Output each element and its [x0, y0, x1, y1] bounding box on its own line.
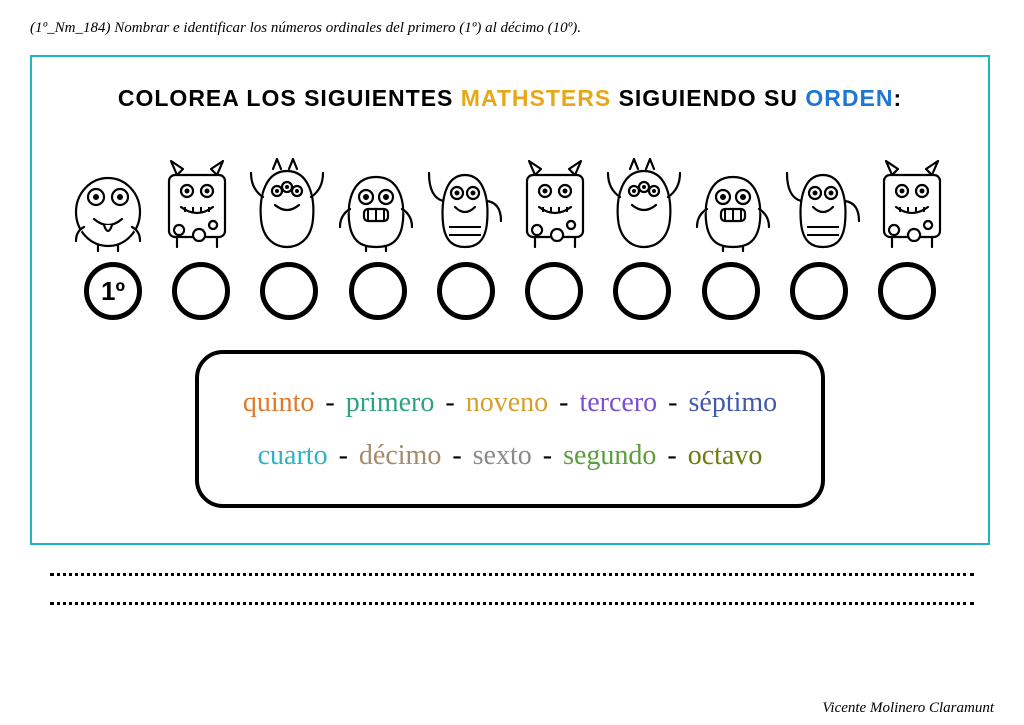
ordinal-word: primero [346, 387, 435, 418]
ordinal-circle-empty [349, 262, 407, 320]
word-separator: - [656, 440, 687, 471]
monster-outline [66, 152, 150, 252]
activity-box: COLOREA LOS SIGUIENTES MATHSTERS SIGUIEN… [30, 55, 990, 545]
ordinal-circle-empty [437, 262, 495, 320]
answer-lines [30, 573, 994, 605]
title-part: SIGUIENDO SU [611, 85, 805, 111]
dotted-line [50, 573, 974, 576]
title-part: MATHSTERS [461, 85, 611, 111]
monster-outline [155, 152, 239, 252]
ordinal-circle-empty [172, 262, 230, 320]
ordinal-word: segundo [563, 440, 656, 471]
ordinal-word: cuarto [258, 440, 328, 471]
ordinal-word: sexto [473, 440, 532, 471]
ordinal-circle-empty [878, 262, 936, 320]
ordinal-circle-empty [790, 262, 848, 320]
ordinal-word: séptimo [689, 387, 778, 418]
monster-outline [423, 152, 507, 252]
monster-outline [602, 152, 686, 252]
ordinal-circle-empty [613, 262, 671, 320]
title-part: : [893, 85, 902, 111]
ordinal-word: quinto [243, 387, 315, 418]
dotted-line [50, 602, 974, 605]
ordinals-word-box: quinto - primero - noveno - tercero - sé… [195, 350, 825, 508]
monster-outline [513, 152, 597, 252]
worksheet-code: (1º_Nm_184) Nombrar e identificar los nú… [30, 20, 994, 37]
word-separator: - [441, 440, 472, 471]
monsters-row [62, 152, 958, 252]
monster-outline [691, 152, 775, 252]
ordinal-word: noveno [466, 387, 548, 418]
monster-outline [245, 152, 329, 252]
word-line-1: quinto - primero - noveno - tercero - sé… [219, 376, 801, 429]
ordinal-word: octavo [688, 440, 763, 471]
monster-outline [334, 152, 418, 252]
monster-outline [781, 152, 865, 252]
ordinal-word: décimo [359, 440, 441, 471]
word-separator: - [657, 387, 688, 418]
ordinal-circle-empty [260, 262, 318, 320]
word-line-2: cuarto - décimo - sexto - segundo - octa… [219, 429, 801, 482]
word-separator: - [328, 440, 359, 471]
word-separator: - [548, 387, 579, 418]
ordinal-circle-empty [525, 262, 583, 320]
monster-outline [870, 152, 954, 252]
word-separator: - [434, 387, 465, 418]
ordinal-word: tercero [579, 387, 657, 418]
title-part: ORDEN [805, 85, 893, 111]
author-credit: Vicente Molinero Claramunt [822, 700, 994, 717]
ordinal-circle-empty [702, 262, 760, 320]
title-part: COLOREA LOS SIGUIENTES [118, 85, 461, 111]
word-separator: - [314, 387, 345, 418]
ordinal-circle-filled: 1º [84, 262, 142, 320]
word-separator: - [532, 440, 563, 471]
circles-row: 1º [62, 262, 958, 320]
instruction-title: COLOREA LOS SIGUIENTES MATHSTERS SIGUIEN… [62, 85, 958, 112]
